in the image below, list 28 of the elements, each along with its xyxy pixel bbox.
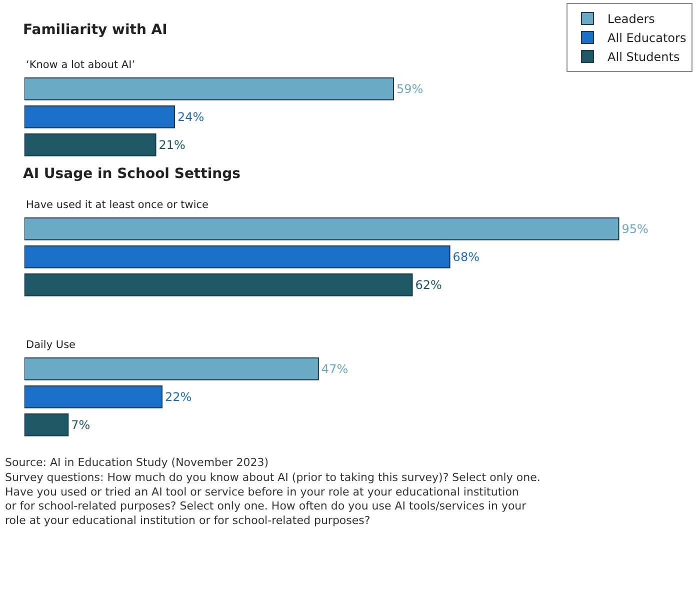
bar — [24, 77, 394, 100]
annotation: Source: AI in Education Study (November 2023) — [5, 456, 269, 469]
y-tick-label: ‘Know a lot about AI’ — [26, 59, 136, 71]
bar — [24, 245, 450, 268]
bar — [24, 105, 176, 128]
y-tick-label: Daily Use — [26, 339, 76, 351]
legend-label: All Students — [608, 50, 680, 64]
legend-label: All Educators — [608, 31, 686, 46]
data-label: 7% — [71, 418, 90, 432]
data-label: 22% — [165, 390, 192, 404]
y-tick-label: Have used it at least once or twice — [26, 199, 209, 211]
bar — [24, 273, 413, 296]
bar — [24, 357, 319, 380]
annotation: AI Usage in School Settings — [23, 166, 240, 182]
bar — [24, 413, 69, 436]
data-label: 24% — [178, 110, 204, 124]
data-label: 47% — [321, 362, 348, 376]
annotation: Survey questions: How much do you know about AI (prior to taking this survey)? Select only one. Have you used or tried an AI tool or service before in your role at your educational institution or for school-related purposes? Select only one. How often do you use AI tools/services in your role at your educational institution or for school-related purposes? — [5, 471, 540, 527]
bar — [24, 217, 620, 240]
chart-title: Familiarity with AI — [23, 22, 168, 38]
data-label: 68% — [452, 250, 480, 264]
data-label: 59% — [396, 82, 424, 96]
bar — [24, 385, 162, 408]
data-label: 21% — [158, 138, 186, 152]
legend-label: Leaders — [608, 12, 655, 26]
data-label: 95% — [622, 222, 648, 236]
data-label: 62% — [415, 278, 442, 292]
bar — [24, 133, 156, 156]
